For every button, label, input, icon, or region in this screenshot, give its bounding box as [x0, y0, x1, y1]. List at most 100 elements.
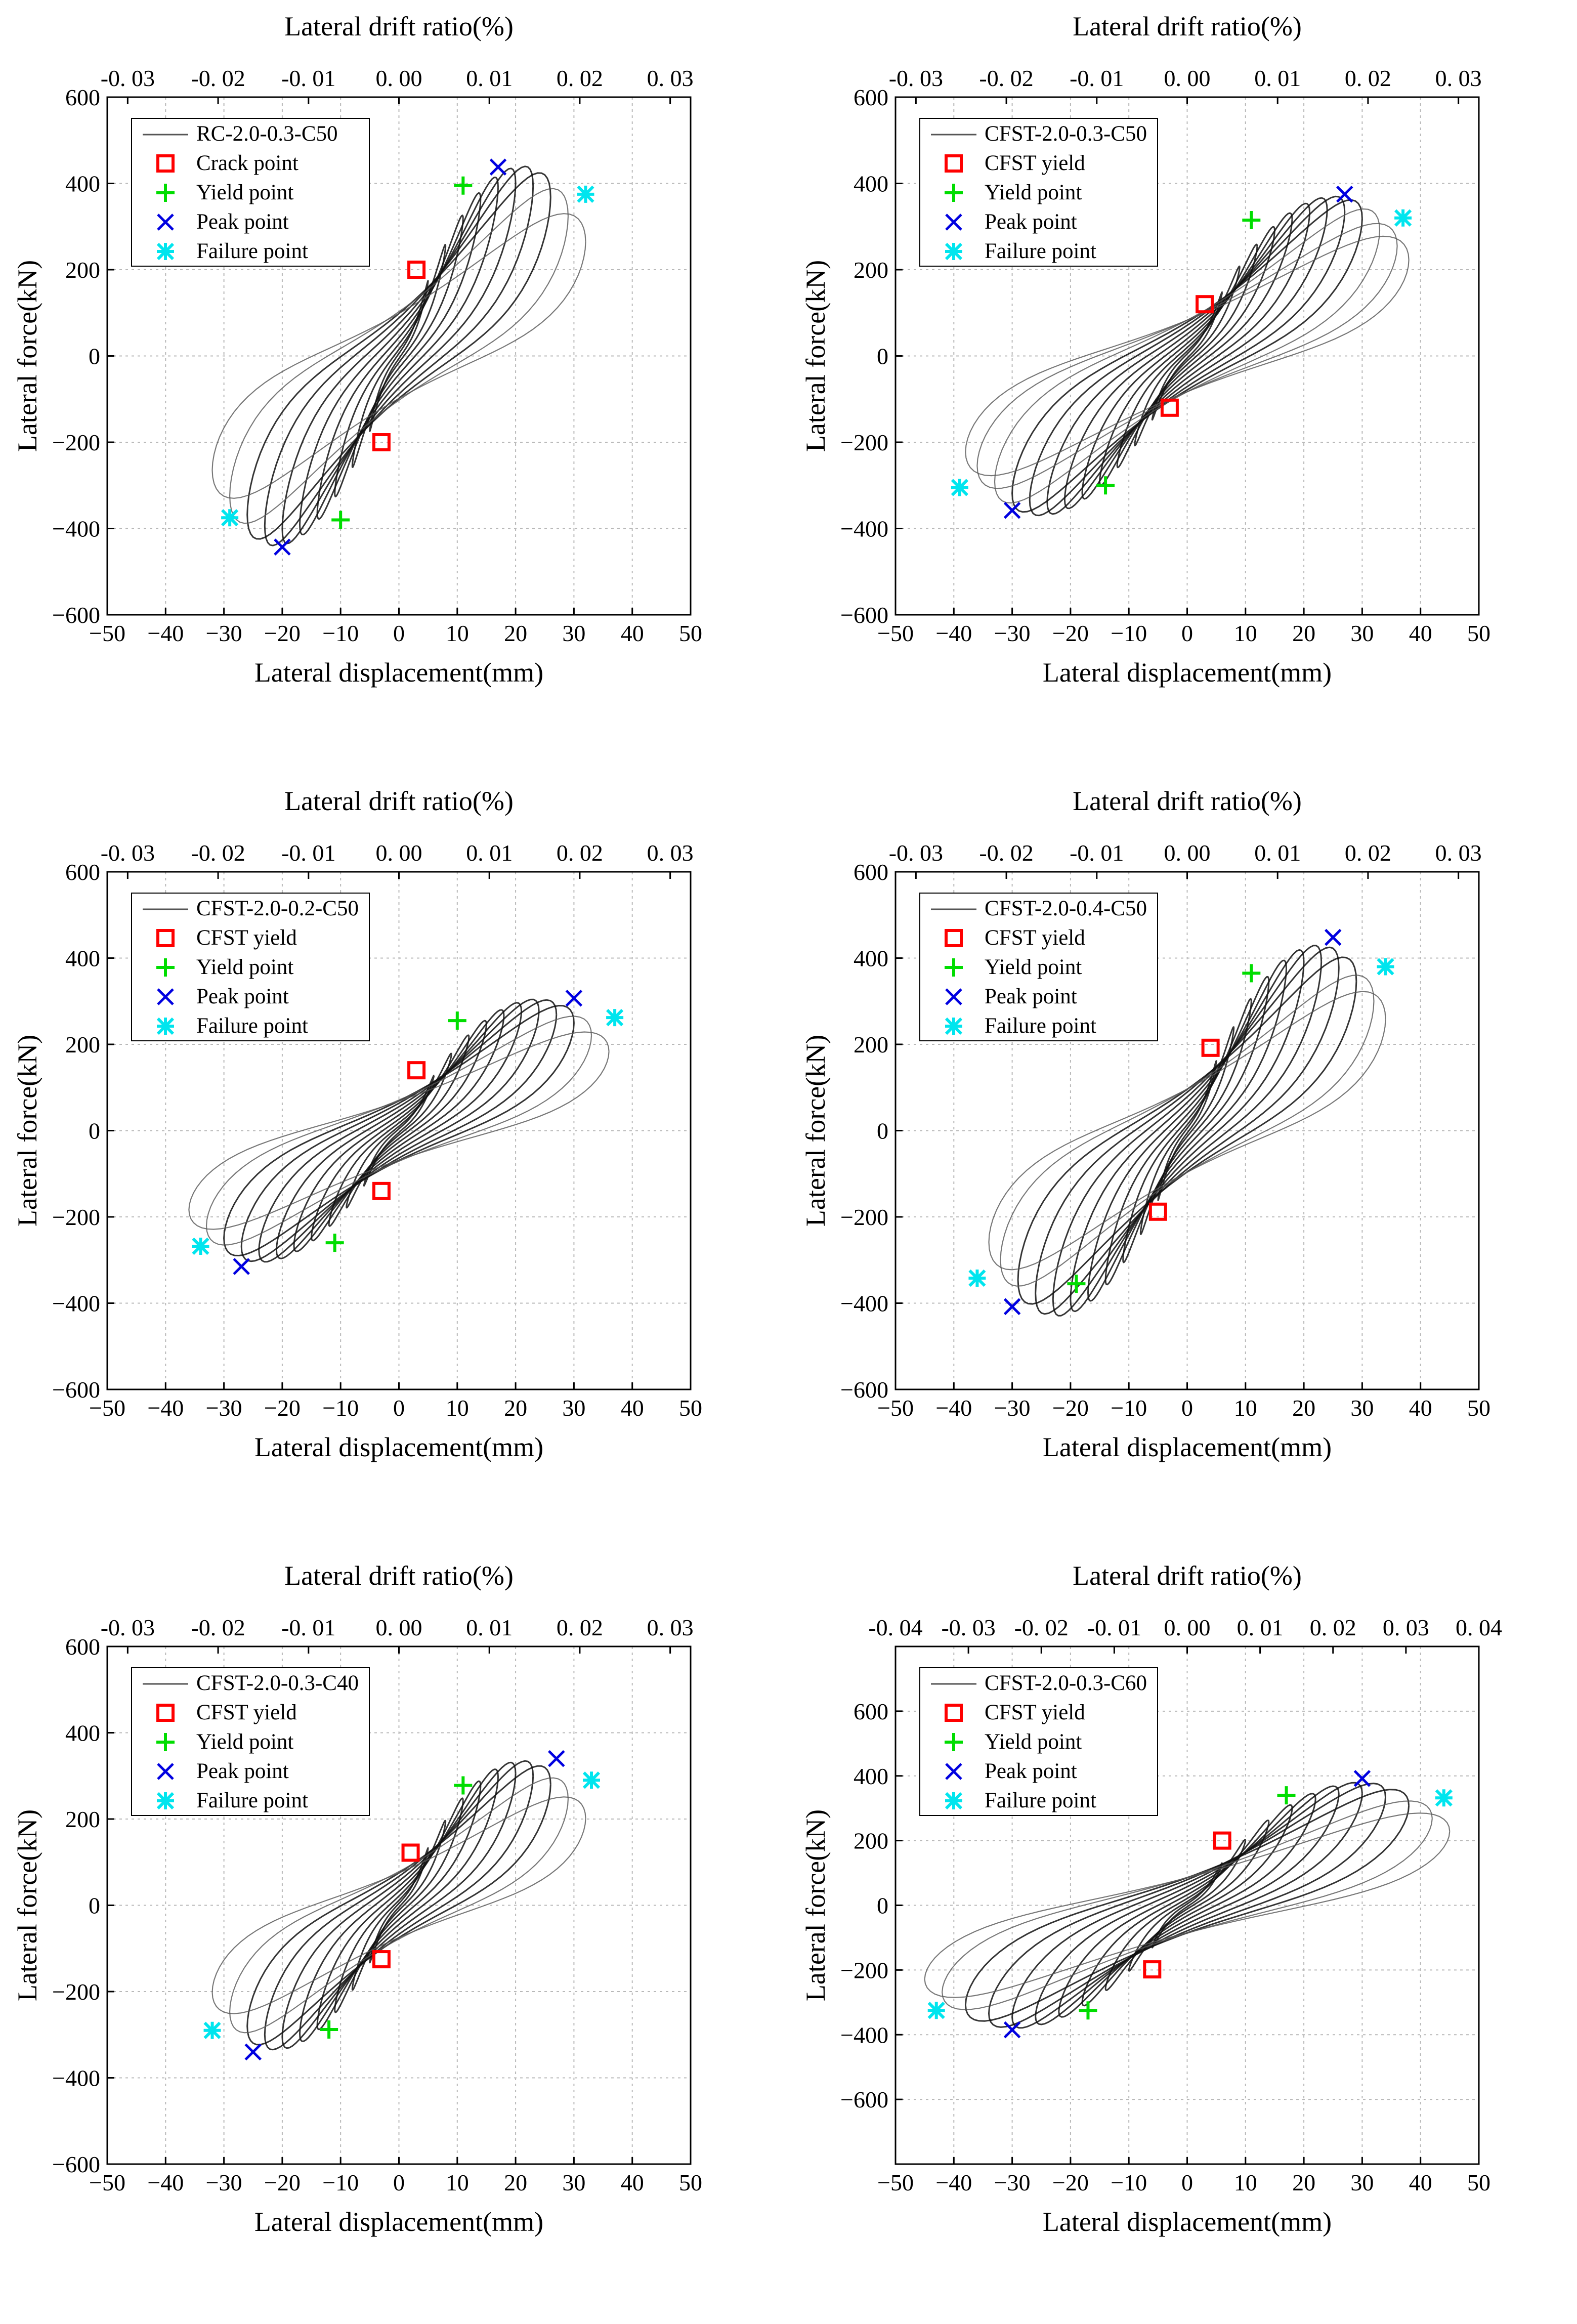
y-tick-label: 400	[854, 1763, 888, 1789]
yield-point-marker	[1096, 476, 1115, 495]
crack-point-marker	[1201, 1038, 1220, 1057]
top-tick-label: -0. 01	[281, 65, 335, 91]
top-tick-label: -0. 01	[281, 1615, 335, 1640]
x-tick-label: 50	[679, 620, 702, 646]
x-tick-label: −40	[935, 1395, 972, 1421]
crack-point-marker	[372, 433, 391, 451]
x-tick-label: 0	[393, 620, 405, 646]
failure-point-marker	[968, 1269, 986, 1287]
legend-failure-marker	[156, 1017, 175, 1035]
y-axis-ticks: 600 400 200 0 −200 −400 −600	[840, 859, 903, 1403]
characteristic-points	[968, 928, 1394, 1316]
x-tick-label: 10	[1234, 620, 1257, 646]
y-axis-title: Lateral force(kN)	[800, 1809, 831, 2001]
yield-point-marker	[331, 511, 350, 529]
hysteresis-loop	[1000, 975, 1375, 1287]
x-tick-label: 20	[1292, 1395, 1315, 1421]
yield-point-marker	[454, 176, 473, 195]
hysteresis-loop	[965, 235, 1410, 477]
y-tick-label: −600	[52, 2151, 100, 2177]
legend-label: Failure point	[196, 239, 308, 263]
y-tick-label: 0	[877, 1893, 888, 1919]
legend-peak-marker	[157, 1763, 174, 1780]
hysteresis-loop	[1011, 199, 1363, 513]
legend-failure-marker	[945, 242, 963, 261]
x-tick-label: −20	[264, 2170, 301, 2195]
hysteresis-loop	[988, 991, 1386, 1271]
y-axis-title: Lateral force(kN)	[12, 260, 42, 452]
legend-failure-marker	[156, 1792, 175, 1810]
peak-point-marker	[489, 158, 507, 176]
chart-cfst-2-0-0-3-c50: −50 −40 −30 −20 −10 0 10 20 30 40 50 600 400 200 0 −200…	[800, 11, 1490, 688]
hysteresis-loops	[924, 1782, 1451, 2029]
legend-label: Failure point	[196, 1014, 308, 1038]
legend-peak-marker	[945, 988, 962, 1005]
x-tick-label: −10	[1111, 1395, 1147, 1421]
x-tick-label: 10	[446, 620, 469, 646]
hysteresis-loop	[240, 999, 558, 1262]
legend-label: CFST-2.0-0.3-C50	[985, 122, 1147, 146]
x-tick-label: 0	[1181, 2170, 1193, 2195]
x-tick-label: 40	[621, 620, 644, 646]
legend: RC-2.0-0.3-C50 Crack point Yield point Peak…	[131, 118, 370, 267]
hysteresis-loop	[281, 167, 517, 544]
y-tick-label: 0	[89, 1893, 100, 1919]
peak-point-marker	[1324, 928, 1342, 946]
top-tick-label: -0. 02	[979, 65, 1033, 91]
legend-label: Peak point	[985, 210, 1077, 234]
legend-label: CFST-2.0-0.2-C50	[196, 897, 359, 920]
top-tick-label: 0. 03	[1435, 65, 1482, 91]
x-tick-label: −30	[994, 1395, 1031, 1421]
y-tick-label: 200	[65, 1806, 100, 1832]
y-tick-label: 0	[877, 344, 888, 369]
hysteresis-loop	[264, 165, 534, 546]
legend-label: Failure point	[196, 1789, 308, 1812]
y-tick-label: −200	[52, 430, 100, 455]
yield-point-marker	[325, 1234, 344, 1252]
y-tick-label: −200	[840, 1204, 888, 1230]
y-tick-label: 400	[854, 946, 888, 971]
top-axis-title: Lateral drift ratio(%)	[284, 1560, 514, 1591]
hysteresis-loop	[211, 213, 586, 499]
x-tick-label: −40	[147, 620, 184, 646]
legend-label: CFST yield	[985, 926, 1085, 950]
top-tick-label: -0. 04	[868, 1615, 922, 1640]
hysteresis-loop	[264, 1760, 534, 2051]
legend-failure-marker	[945, 1017, 963, 1035]
x-tick-label: 20	[504, 620, 527, 646]
top-tick-label: 0. 01	[466, 1615, 513, 1640]
top-tick-label: -0. 02	[191, 840, 245, 866]
y-tick-label: 200	[854, 1032, 888, 1058]
top-axis-ticks: -0. 03 -0. 02 -0. 01 0. 00 0. 01 0. 02 0. 03	[101, 1615, 694, 1654]
legend-label: CFST yield	[196, 1701, 297, 1724]
top-axis-title: Lateral drift ratio(%)	[1073, 786, 1302, 816]
top-tick-label: -0. 02	[979, 840, 1033, 866]
x-tick-label: 20	[504, 2170, 527, 2195]
top-tick-label: -0. 03	[889, 65, 943, 91]
legend-label: CFST yield	[196, 926, 297, 950]
y-tick-label: −400	[52, 1291, 100, 1317]
x-tick-label: −20	[1052, 2170, 1089, 2195]
x-tick-label: −10	[322, 1395, 359, 1421]
peak-point-marker	[1003, 501, 1021, 519]
y-tick-label: −600	[840, 1377, 888, 1403]
legend-crack-marker	[156, 1704, 175, 1722]
hysteresis-loop	[1046, 197, 1328, 515]
y-axis-ticks: 600 400 200 0 −200 −400 −600	[52, 1634, 114, 2177]
top-axis-ticks: -0. 03 -0. 02 -0. 01 0. 00 0. 01 0. 02 0. 03	[101, 840, 694, 879]
x-tick-label: 30	[562, 2170, 585, 2195]
x-tick-label: 0	[393, 1395, 405, 1421]
characteristic-points	[951, 186, 1412, 519]
x-tick-label: −20	[264, 620, 301, 646]
hysteresis-loop	[211, 1796, 586, 2014]
legend-label: CFST-2.0-0.3-C60	[985, 1671, 1147, 1695]
y-tick-label: 0	[89, 344, 100, 369]
y-tick-label: 200	[854, 1828, 888, 1854]
x-tick-label: 10	[1234, 1395, 1257, 1421]
y-tick-label: 600	[854, 1699, 888, 1724]
x-tick-label: 40	[621, 2170, 644, 2195]
y-tick-label: 200	[65, 1032, 100, 1058]
top-tick-label: 0. 00	[376, 1615, 422, 1640]
top-tick-label: -0. 03	[101, 1615, 155, 1640]
legend-yield-marker	[156, 958, 175, 977]
